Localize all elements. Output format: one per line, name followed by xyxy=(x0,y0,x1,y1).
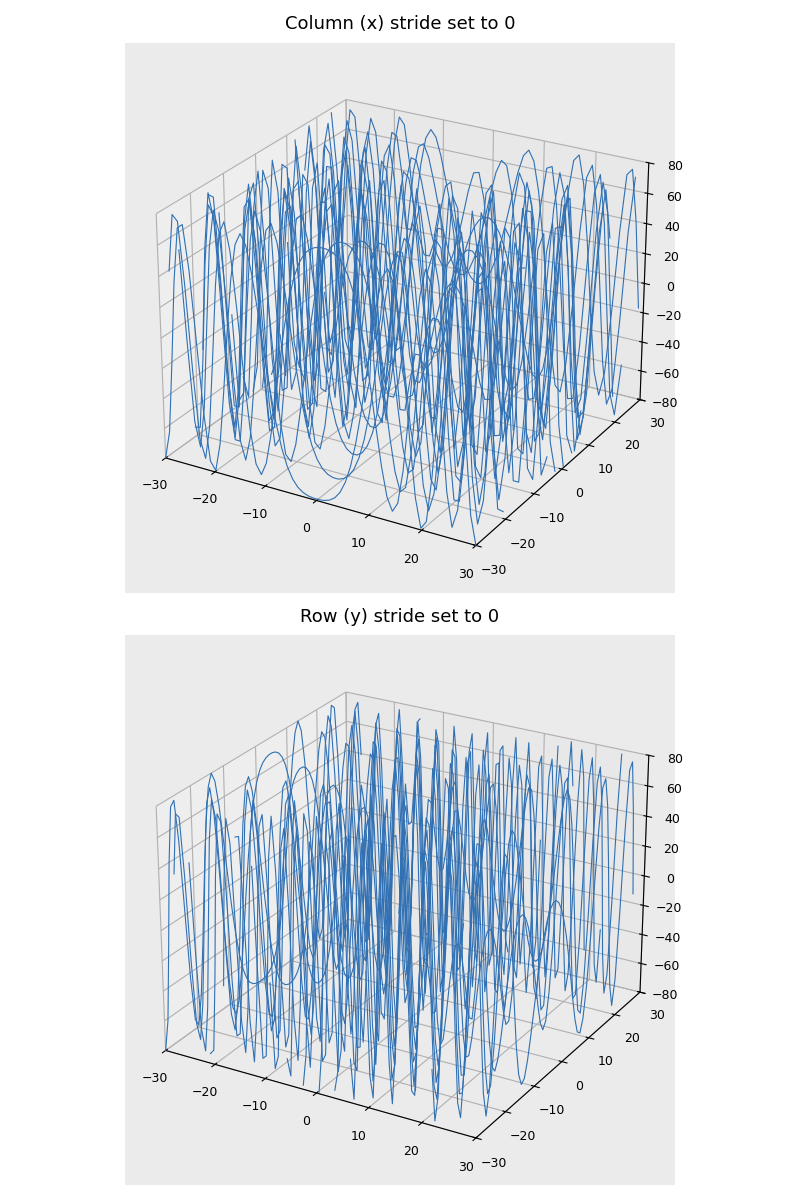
Title: Column (x) stride set to 0: Column (x) stride set to 0 xyxy=(285,14,515,32)
Title: Row (y) stride set to 0: Row (y) stride set to 0 xyxy=(301,607,499,625)
